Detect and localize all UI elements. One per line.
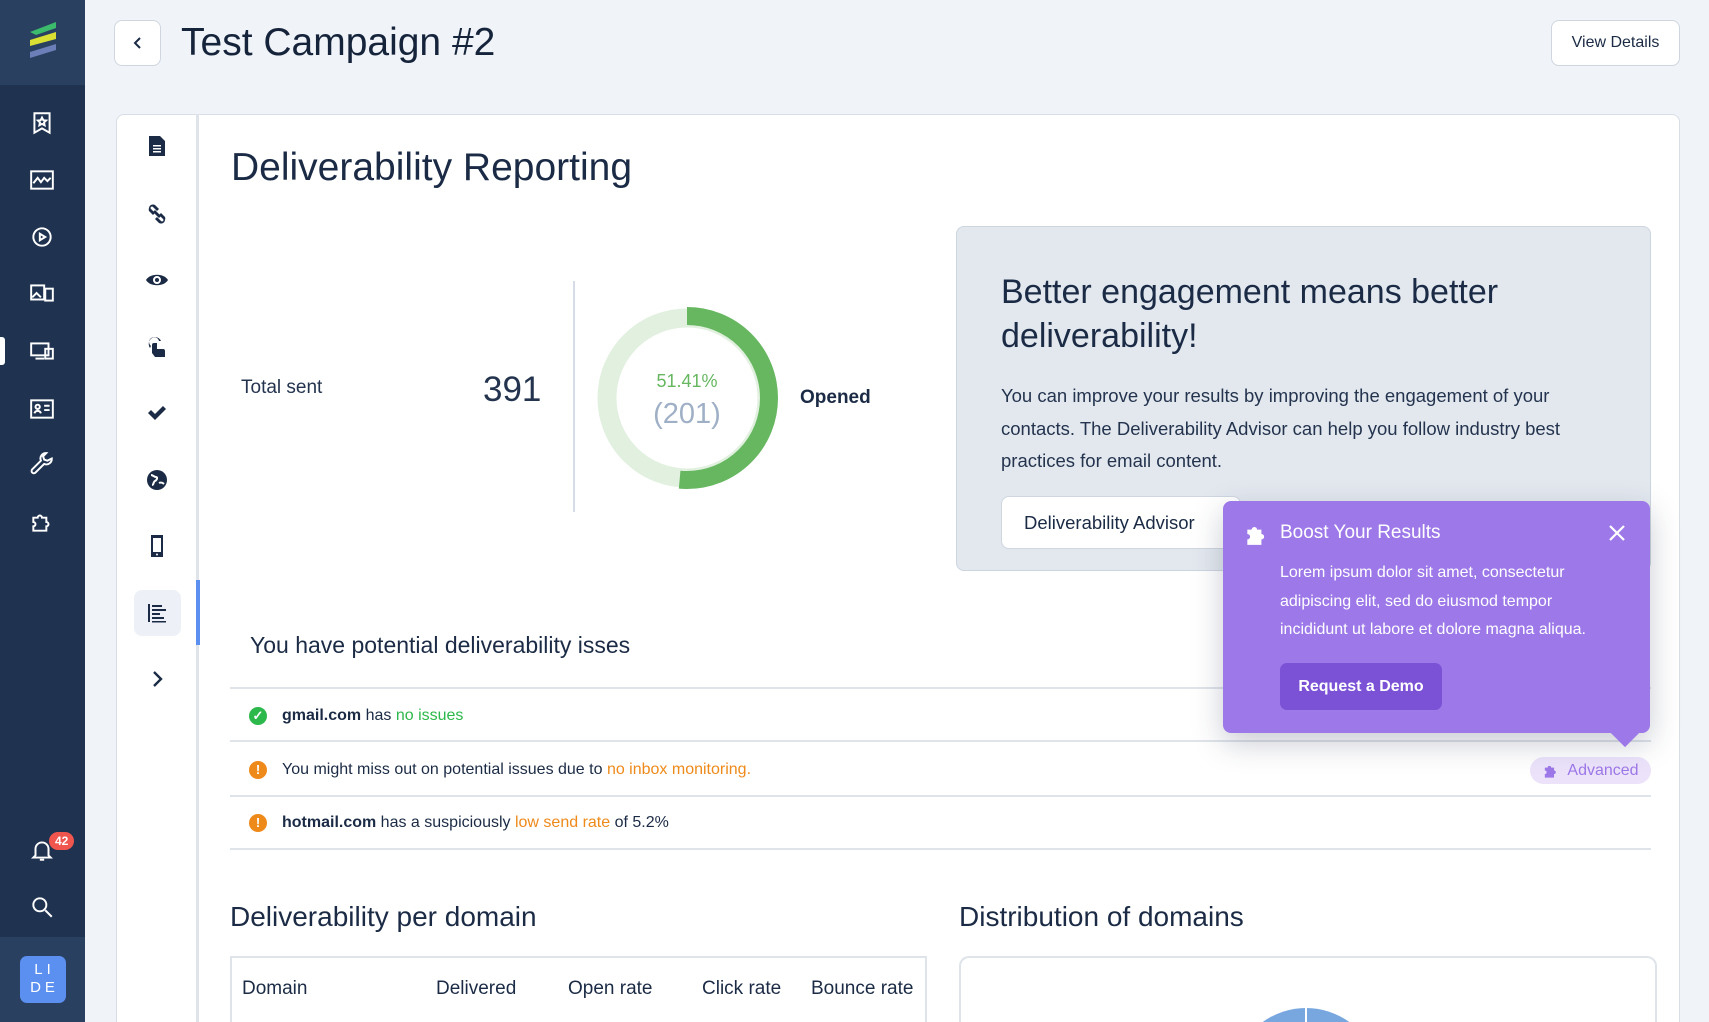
section-title: Deliverability Reporting (231, 146, 633, 189)
advanced-label: Advanced (1567, 761, 1639, 779)
issue-row: gmail.com has no issues (282, 707, 463, 725)
chart-icon[interactable] (26, 164, 58, 196)
column-header[interactable]: Delivered (436, 978, 517, 999)
globe-icon[interactable] (139, 462, 175, 498)
body-line: practices for email content. (1001, 450, 1223, 471)
opened-percent: 51.41% (656, 371, 718, 391)
domain: gmail.com (282, 707, 362, 724)
donut-opened-arc (596, 307, 778, 489)
column-header[interactable]: Open rate (568, 978, 653, 999)
avatar[interactable]: LI DE (20, 956, 66, 1003)
divider (230, 740, 1651, 742)
opened-count: (201) (653, 398, 721, 430)
column-header[interactable]: Bounce rate (811, 978, 914, 999)
domains-table (230, 956, 927, 1022)
chevron-right-icon[interactable] (139, 661, 175, 697)
issue-highlight: low send rate (514, 814, 611, 831)
search-icon[interactable] (26, 891, 58, 923)
popup-body: Lorem ipsum dolor sit amet, consectetur … (1280, 559, 1586, 645)
issue-text: of 5.2% (610, 814, 669, 831)
total-sent-value: 391 (483, 370, 542, 409)
gear-play-icon[interactable] (26, 221, 58, 253)
report-icon[interactable] (139, 595, 175, 631)
domain: hotmail.com (282, 814, 377, 831)
warning-icon: ! (249, 761, 267, 779)
contact-card-icon[interactable] (26, 393, 58, 425)
issue-text: has a suspiciously (376, 814, 515, 831)
popup-title: Boost Your Results (1280, 522, 1441, 543)
devices-icon[interactable] (26, 335, 58, 367)
request-demo-button[interactable]: Request a Demo (1280, 663, 1442, 710)
heading-line: deliverability! (1001, 317, 1198, 355)
column-header[interactable]: Domain (242, 978, 308, 999)
issues-title: You have potential deliverability isses (250, 632, 631, 658)
media-icon[interactable] (26, 277, 58, 309)
divider (573, 281, 575, 512)
mobile-icon[interactable] (139, 528, 175, 564)
divider (230, 795, 1651, 797)
notification-badge: 42 (49, 832, 75, 850)
document-icon[interactable] (139, 128, 175, 164)
issue-highlight[interactable]: no inbox monitoring. (606, 761, 752, 778)
domain-pie (1262, 1004, 1350, 1022)
opened-label: Opened (800, 387, 871, 408)
domains-title: Deliverability per domain (230, 901, 537, 932)
issue-highlight: no issues (395, 707, 464, 724)
column-header[interactable]: Click rate (702, 978, 782, 999)
body-line: contacts. The Deliverability Advisor can… (1001, 417, 1561, 439)
eye-icon[interactable] (139, 262, 175, 298)
opened-donut (596, 307, 778, 489)
click-icon[interactable] (139, 329, 175, 365)
active-section-indicator (196, 580, 200, 645)
link-icon[interactable] (139, 196, 175, 232)
bell-icon[interactable] (26, 834, 58, 866)
page-title: Test Campaign #2 (181, 21, 496, 64)
advanced-badge[interactable]: Advanced (1530, 757, 1651, 784)
body-line: You can improve your results by improvin… (1001, 385, 1550, 406)
issue-row: You might miss out on potential issues d… (282, 761, 751, 779)
wrench-icon[interactable] (26, 449, 58, 481)
divider (230, 687, 1651, 689)
section-nav (116, 114, 199, 1022)
issue-row: hotmail.com has a suspiciously low send … (282, 814, 669, 832)
logo-icon (30, 22, 56, 58)
total-sent-label: Total sent (241, 377, 323, 398)
body-line: adipiscing elit, sed do eiusmod tempor (1280, 592, 1553, 610)
warning-icon: ! (249, 814, 267, 832)
main-sidebar: 42 LI DE (0, 0, 85, 1022)
issue-text: has (361, 707, 396, 724)
distribution-chart (959, 956, 1657, 1022)
boost-popup: Boost Your Results Lorem ipsum dolor sit… (1223, 501, 1650, 748)
issue-text: You might miss out on potential issues d… (282, 761, 607, 778)
distribution-title: Distribution of domains (959, 901, 1244, 932)
check-circle-icon: ✓ (249, 707, 267, 725)
engagement-body: You can improve your results by improvin… (1001, 380, 1560, 478)
close-icon[interactable] (1607, 523, 1627, 543)
engagement-heading: Better engagement means better deliverab… (1001, 270, 1498, 358)
chevron-left-icon (133, 37, 141, 49)
body-line: Lorem ipsum dolor sit amet, consectetur (1280, 564, 1565, 581)
puzzle-icon (1247, 526, 1265, 545)
body-line: incididunt ut labore et dolore magna ali… (1280, 621, 1586, 638)
check-icon[interactable] (139, 395, 175, 431)
back-button[interactable] (114, 20, 161, 66)
deliverability-advisor-button[interactable]: Deliverability Advisor (1001, 496, 1241, 549)
heading-line: Better engagement means better (1001, 273, 1499, 311)
divider (230, 848, 1651, 850)
bookmark-star-icon[interactable] (26, 107, 58, 139)
view-details-button[interactable]: View Details (1551, 20, 1680, 66)
puzzle-icon (1545, 765, 1557, 778)
active-indicator (0, 337, 5, 365)
puzzle-icon[interactable] (26, 506, 58, 538)
logo[interactable] (0, 0, 85, 85)
